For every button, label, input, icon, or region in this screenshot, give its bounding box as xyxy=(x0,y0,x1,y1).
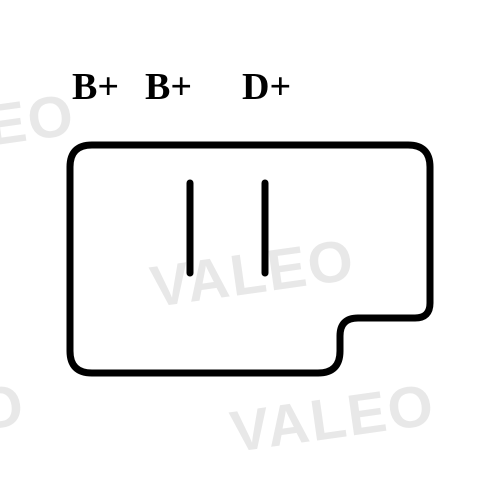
connector-outline xyxy=(70,145,430,373)
connector-diagram xyxy=(60,135,450,395)
terminal-label-d-plus: D+ xyxy=(242,65,291,109)
watermark: VALEO xyxy=(0,371,29,466)
terminal-label-b-plus-1: B+ xyxy=(72,65,119,109)
terminal-labels-row: B+ B+ D+ xyxy=(72,65,291,109)
terminal-label-b-plus-2: B+ xyxy=(145,65,192,109)
